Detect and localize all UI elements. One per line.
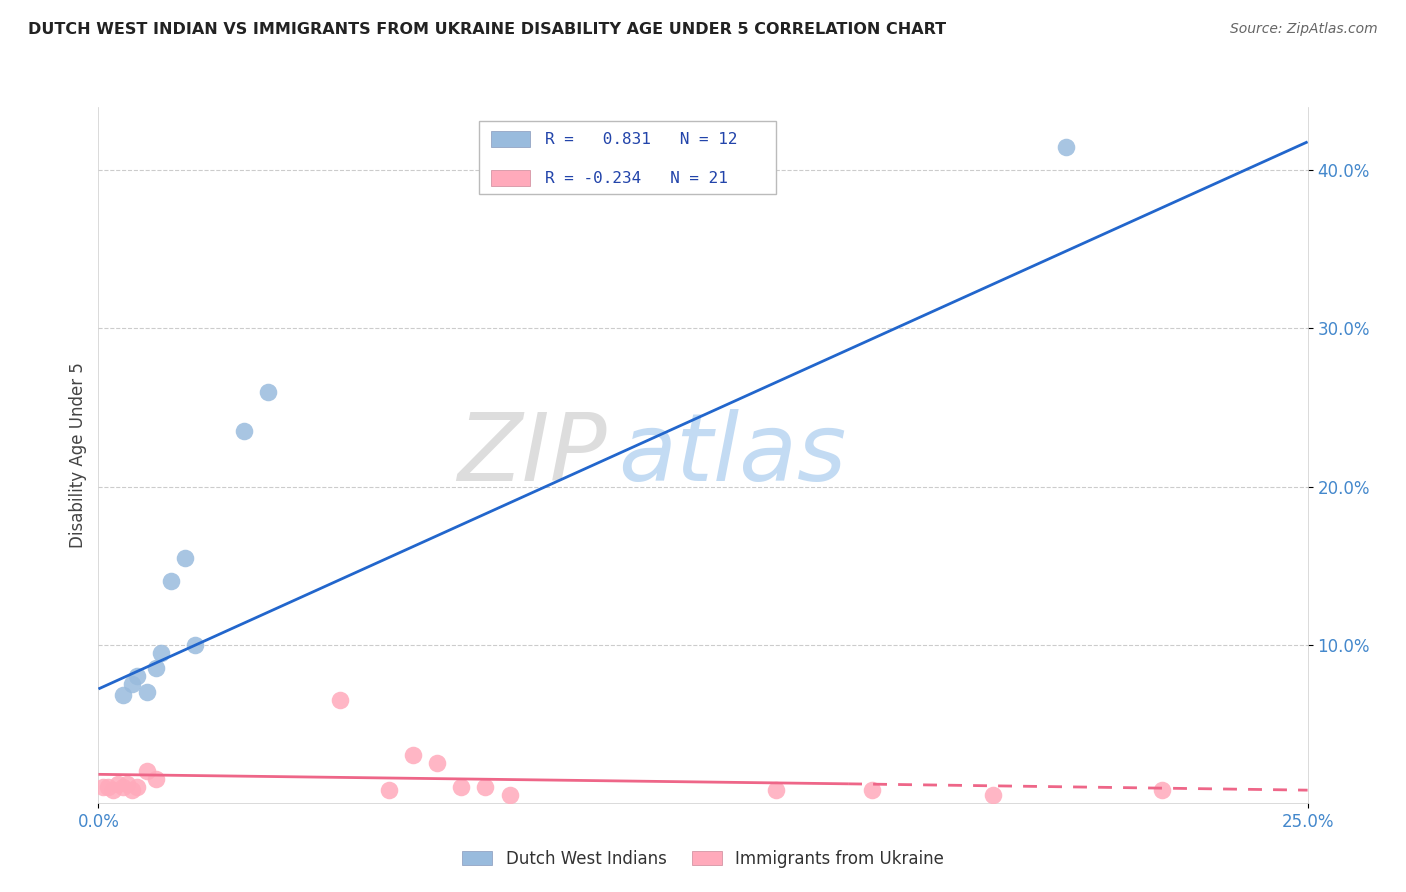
Point [402,748,425,763]
Point [135,685,157,699]
Point [498,788,520,802]
Point [174,550,197,565]
Point [329,693,352,707]
Point [107,777,129,791]
Point [121,677,143,691]
Point [232,424,254,438]
Point [111,688,134,702]
Point [145,661,167,675]
Point [101,783,124,797]
Text: Source: ZipAtlas.com: Source: ZipAtlas.com [1230,22,1378,37]
Point [127,669,149,683]
Text: R = -0.234   N = 21: R = -0.234 N = 21 [544,170,727,186]
Point [145,772,167,786]
Text: R =   0.831   N = 12: R = 0.831 N = 12 [544,131,737,146]
Point [184,638,207,652]
Y-axis label: Disability Age Under 5: Disability Age Under 5 [69,362,87,548]
Point [981,788,1004,802]
Point [377,783,399,797]
Point [135,764,157,779]
Point [127,780,149,794]
Point [150,646,173,660]
Legend: Dutch West Indians, Immigrants from Ukraine: Dutch West Indians, Immigrants from Ukra… [456,844,950,875]
FancyBboxPatch shape [479,121,776,194]
Point [97,780,120,794]
Point [450,780,472,794]
FancyBboxPatch shape [492,170,530,186]
Text: DUTCH WEST INDIAN VS IMMIGRANTS FROM UKRAINE DISABILITY AGE UNDER 5 CORRELATION : DUTCH WEST INDIAN VS IMMIGRANTS FROM UKR… [28,22,946,37]
Point [1054,139,1077,153]
Point [256,384,278,399]
Text: ZIP: ZIP [457,409,606,500]
Text: atlas: atlas [619,409,846,500]
Point [117,777,139,791]
Point [474,780,496,794]
Point [160,574,183,589]
Point [111,780,134,794]
Point [426,756,449,771]
FancyBboxPatch shape [492,131,530,146]
Point [91,780,114,794]
Point [765,783,787,797]
Point [121,783,143,797]
Point [1152,783,1174,797]
Point [860,783,883,797]
